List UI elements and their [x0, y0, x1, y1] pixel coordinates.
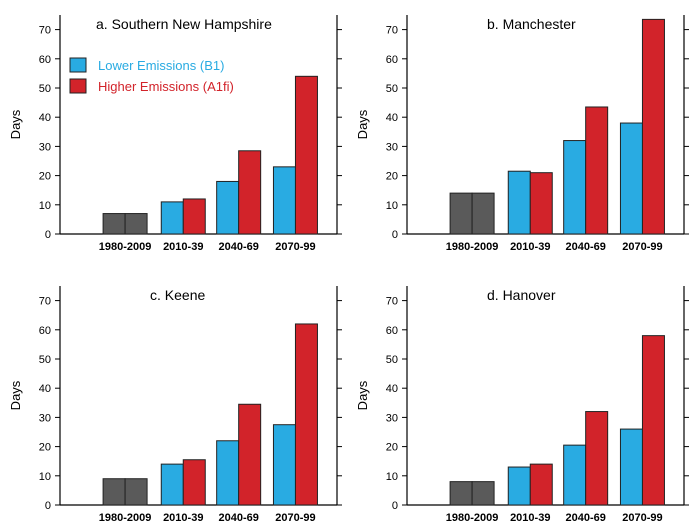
panel-title: b. Manchester — [487, 16, 576, 32]
bar-lower-emissions — [619, 122, 643, 235]
y-tick-label: 40 — [386, 112, 398, 124]
bar-historical-right — [124, 478, 148, 506]
y-tick-label: 60 — [386, 54, 398, 66]
bar-higher-emissions — [585, 411, 609, 506]
legend-label-higher: Higher Emissions (A1fi) — [98, 79, 234, 94]
bar-higher-emissions — [641, 335, 665, 506]
chart-panel-2: 0 10 20 30 40 50 60 70 Days b. Manchester 1980-200… — [355, 15, 689, 253]
legend-swatch-lower — [69, 57, 87, 73]
x-category-label: 2010-39 — [510, 241, 550, 253]
bar-historical-left — [102, 213, 126, 235]
y-tick-label: 10 — [386, 200, 398, 212]
bar-lower-emissions — [160, 201, 184, 235]
legend-label-lower: Lower Emissions (B1) — [98, 58, 224, 73]
y-tick-label: 70 — [386, 296, 398, 308]
bar-higher-emissions — [641, 18, 665, 235]
x-category-label: 1980-2009 — [99, 512, 152, 523]
y-tick-label: 60 — [39, 325, 51, 337]
y-tick-label: 70 — [39, 25, 51, 37]
y-tick-label: 10 — [39, 471, 51, 483]
x-category-label: 1980-2009 — [446, 512, 499, 523]
y-tick-label: 40 — [39, 383, 51, 395]
bar-historical-left — [449, 192, 473, 235]
x-category-label: 2040-69 — [218, 512, 258, 523]
chart-panel-3: 0 10 20 30 40 50 60 70 Days c. Keene 1980-2009 2010… — [8, 286, 342, 523]
bar-higher-emissions — [529, 463, 553, 506]
bar-higher-emissions — [182, 459, 206, 506]
y-tick-label: 70 — [386, 25, 398, 37]
x-category-label: 2070-99 — [622, 241, 662, 253]
y-tick-label: 60 — [386, 325, 398, 337]
x-category-label: 2070-99 — [275, 241, 315, 253]
bar-lower-emissions — [507, 466, 531, 506]
y-tick-label: 0 — [45, 500, 51, 512]
bar-lower-emissions — [160, 463, 184, 506]
panel-title: a. Southern New Hampshire — [96, 16, 272, 32]
y-tick-label: 60 — [39, 54, 51, 66]
y-tick-label: 10 — [386, 471, 398, 483]
x-category-label: 1980-2009 — [446, 241, 499, 253]
y-tick-label: 0 — [45, 229, 51, 241]
bar-historical-left — [102, 478, 126, 506]
y-axis-label: Days — [355, 380, 370, 410]
x-category-label: 2070-99 — [275, 512, 315, 523]
bar-lower-emissions — [563, 140, 587, 235]
y-axis-label: Days — [8, 109, 23, 139]
x-category-label: 2010-39 — [510, 512, 550, 523]
y-tick-label: 70 — [39, 296, 51, 308]
bar-lower-emissions — [272, 166, 296, 235]
chart-panel-1: 0 10 20 30 40 50 60 70 Days a. Southern New Hamps… — [8, 15, 342, 253]
chart-panel-4: 0 10 20 30 40 50 60 70 Days d. Hanover 1980-2009 20… — [355, 286, 689, 523]
y-axis-label: Days — [355, 109, 370, 139]
bar-historical-left — [449, 481, 473, 506]
y-tick-label: 20 — [39, 171, 51, 183]
y-tick-label: 10 — [39, 200, 51, 212]
y-tick-label: 20 — [39, 442, 51, 454]
y-tick-label: 20 — [386, 442, 398, 454]
bar-historical-right — [471, 192, 495, 235]
panel-title: d. Hanover — [487, 287, 556, 303]
bar-historical-right — [471, 481, 495, 506]
y-tick-label: 50 — [39, 354, 51, 366]
bar-higher-emissions — [585, 106, 609, 235]
y-tick-label: 30 — [386, 141, 398, 153]
x-category-label: 2040-69 — [565, 512, 605, 523]
bar-lower-emissions — [507, 170, 531, 235]
y-axis-label: Days — [8, 380, 23, 410]
bar-higher-emissions — [294, 75, 318, 235]
bar-higher-emissions — [238, 150, 262, 235]
y-tick-label: 30 — [386, 412, 398, 424]
bar-higher-emissions — [238, 403, 262, 506]
y-tick-label: 40 — [386, 383, 398, 395]
y-tick-label: 0 — [392, 229, 398, 241]
x-category-label: 1980-2009 — [99, 241, 152, 253]
panel-title: c. Keene — [150, 287, 205, 303]
bar-lower-emissions — [272, 424, 296, 506]
bar-higher-emissions — [182, 198, 206, 235]
bar-historical-right — [124, 213, 148, 235]
legend-swatch-higher — [69, 78, 87, 94]
bar-lower-emissions — [216, 180, 240, 235]
legend: Lower Emissions (B1) Higher Emissions (A1… — [69, 57, 234, 94]
x-category-label: 2010-39 — [163, 512, 203, 523]
x-category-label: 2040-69 — [218, 241, 258, 253]
y-tick-label: 50 — [386, 354, 398, 366]
x-category-label: 2010-39 — [163, 241, 203, 253]
y-tick-label: 0 — [392, 500, 398, 512]
y-tick-label: 30 — [39, 412, 51, 424]
bar-higher-emissions — [294, 323, 318, 506]
y-tick-label: 50 — [386, 83, 398, 95]
bar-higher-emissions — [529, 172, 553, 235]
x-category-label: 2040-69 — [565, 241, 605, 253]
y-tick-label: 40 — [39, 112, 51, 124]
y-tick-label: 30 — [39, 141, 51, 153]
bar-lower-emissions — [216, 440, 240, 506]
bar-lower-emissions — [619, 428, 643, 506]
y-tick-label: 20 — [386, 171, 398, 183]
chart-panels: 0 10 20 30 40 50 60 70 Days a. Southern New Hamps… — [8, 15, 689, 523]
x-category-label: 2070-99 — [622, 512, 662, 523]
y-tick-label: 50 — [39, 83, 51, 95]
bar-lower-emissions — [563, 444, 587, 506]
